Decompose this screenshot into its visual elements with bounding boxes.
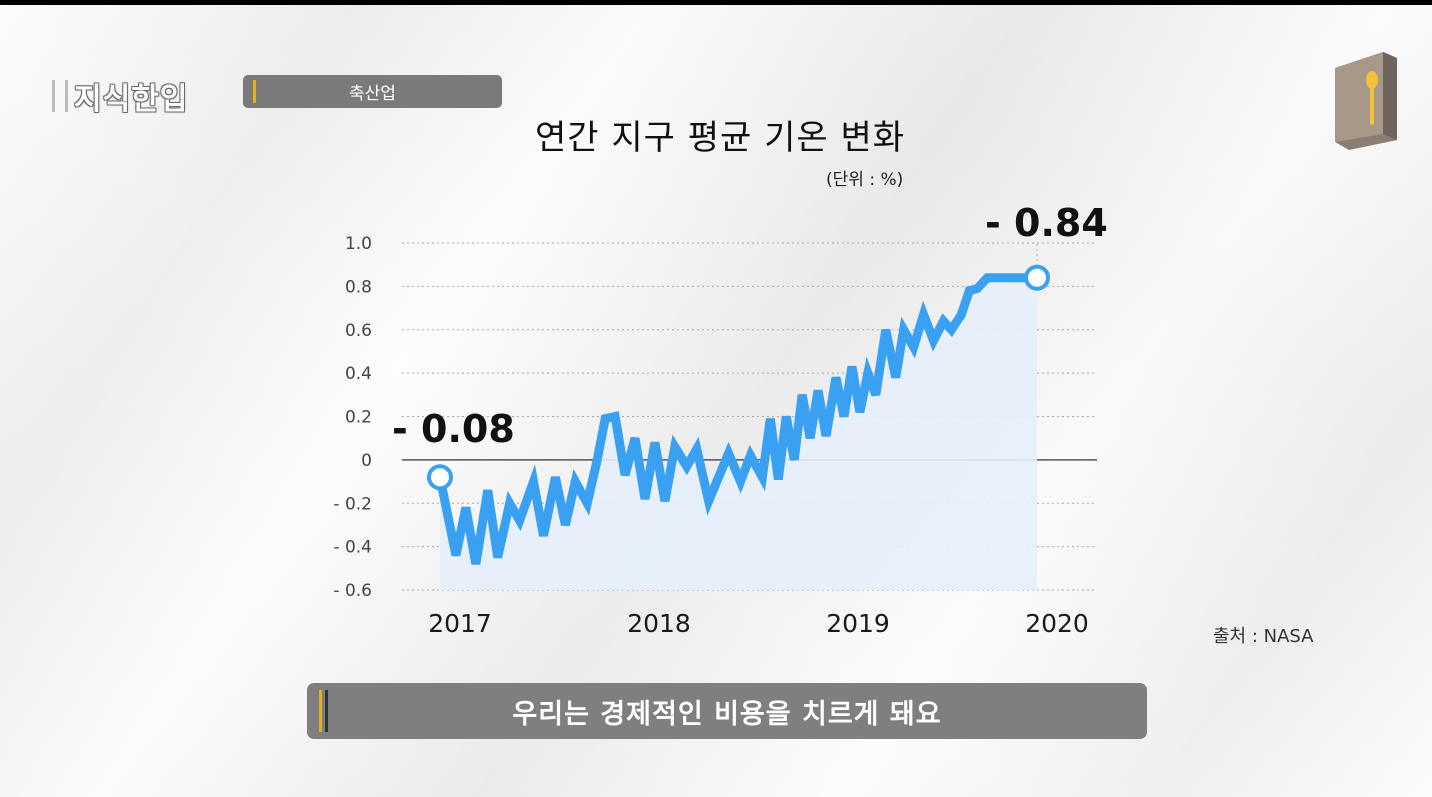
category-label: 축산업 [349, 84, 396, 104]
y-tick-label: 0.8 [345, 277, 372, 297]
logo-bars-icon [52, 80, 68, 112]
source-label: 출처 : NASA [1213, 626, 1314, 647]
data-label: - 0.84 [985, 201, 1108, 245]
y-tick-label: 0.2 [345, 408, 372, 428]
data-label: - 0.08 [392, 407, 515, 451]
category-accent [253, 80, 256, 103]
y-tick-label: 0.4 [345, 364, 372, 384]
y-tick-label: - 0.2 [333, 494, 372, 514]
category-badge: 축산업 [243, 75, 502, 108]
series-line [435, 273, 1037, 565]
endpoint-marker [427, 464, 453, 491]
x-tick-label: 2020 [1025, 609, 1089, 638]
y-tick-label: - 0.4 [333, 538, 372, 558]
top-border [0, 0, 1432, 5]
subtitle-text: 우리는 경제적인 비용을 치르게 돼요 [512, 698, 942, 730]
y-tick-label: 0.6 [345, 321, 372, 341]
subtitle-accent-dark [325, 690, 328, 732]
endpoint-marker [1024, 264, 1050, 291]
book-spoon-icon [1335, 52, 1397, 150]
x-tick-label: 2018 [627, 609, 691, 638]
logo-text: 지식한입 [74, 82, 189, 117]
subtitle-caption: 우리는 경제적인 비용을 치르게 돼요 [307, 683, 1147, 739]
chart-title: 연간 지구 평균 기온 변화 [534, 118, 906, 158]
channel-logo: 지식한입 [52, 74, 237, 118]
y-tick-label: 0 [361, 451, 372, 471]
subtitle-accent [319, 690, 322, 732]
y-tick-label: - 0.6 [333, 581, 372, 601]
y-tick-label: 1.0 [345, 234, 372, 254]
unit-label: (단위 : %) [826, 170, 904, 190]
x-tick-label: 2019 [826, 609, 890, 638]
x-tick-label: 2017 [428, 609, 492, 638]
